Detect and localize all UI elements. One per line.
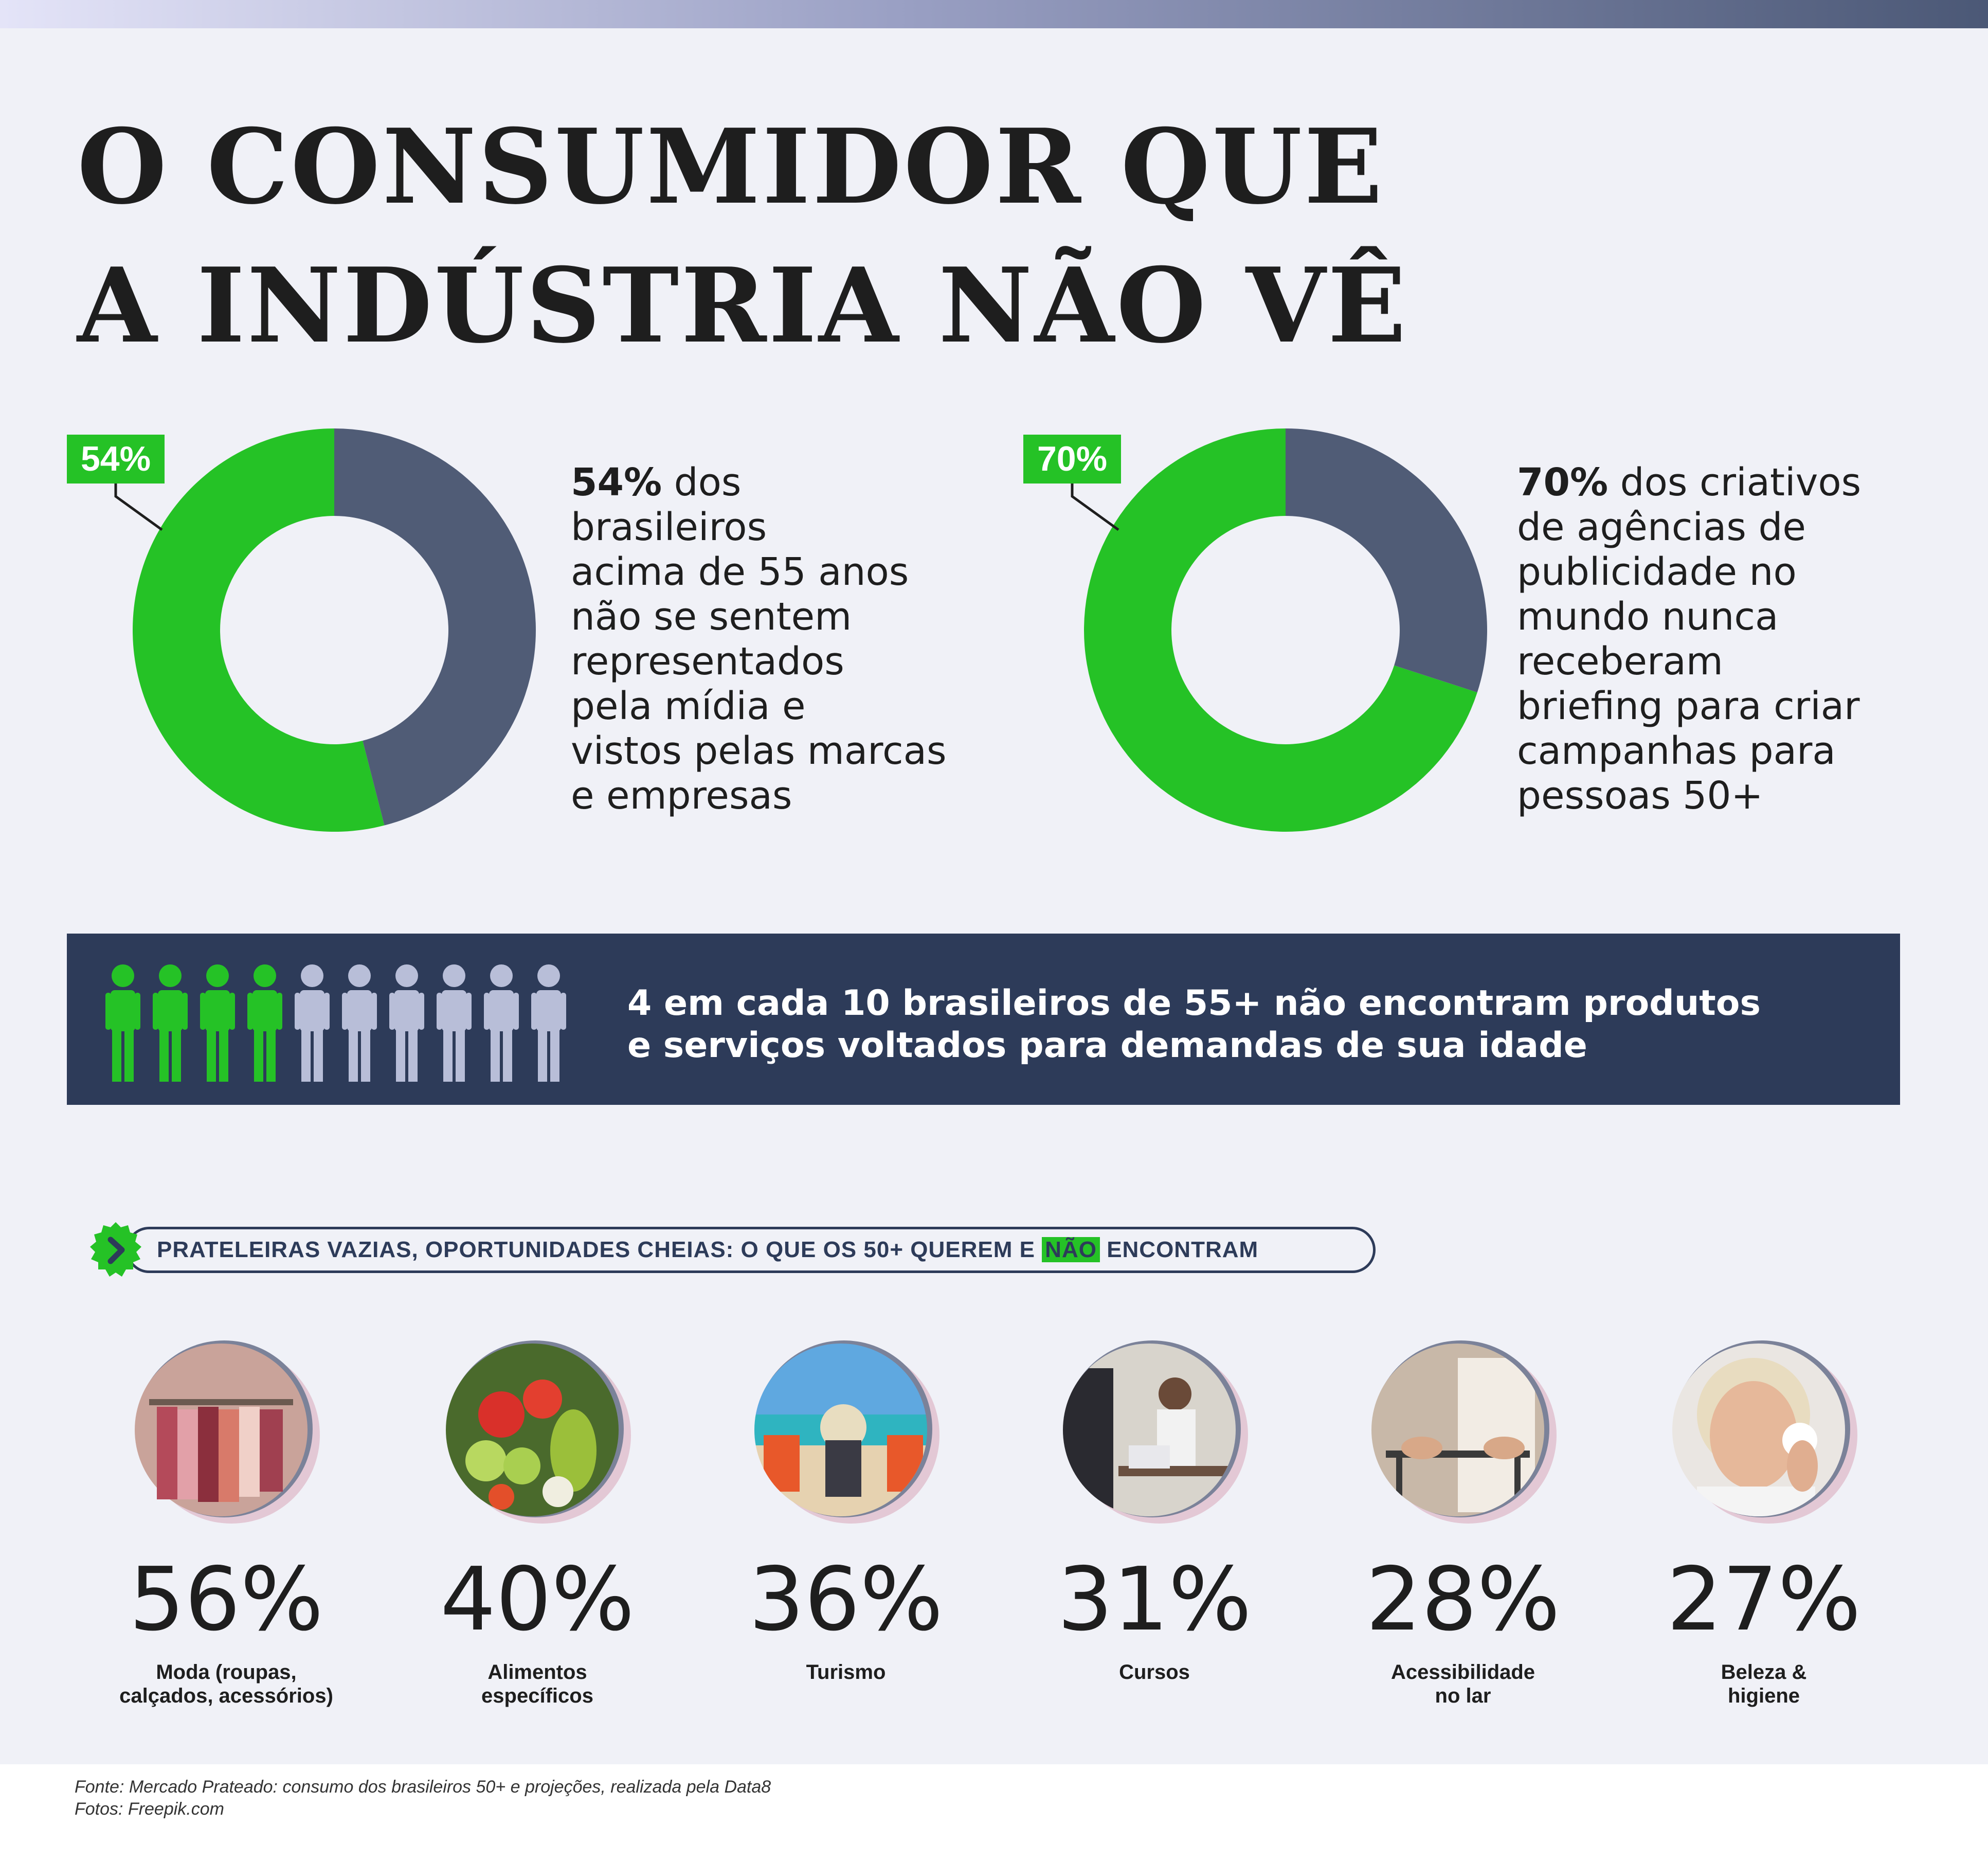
stat-line: campanhas para <box>1517 729 1836 773</box>
category-label: Acessibilidade no lar <box>1390 1661 1535 1707</box>
clothes-rack-photo <box>135 1340 320 1524</box>
stat-line: receberam <box>1517 639 1723 684</box>
category-label: Beleza & higiene <box>1721 1661 1807 1707</box>
donut-chart-54 <box>132 428 536 832</box>
stat-line: dos <box>674 460 742 505</box>
section-text-after: ENCONTRAM <box>1107 1237 1259 1262</box>
stat-line: e empresas <box>571 774 792 818</box>
banner-text: 4 em cada 10 brasileiros de 55+ não enco… <box>627 982 1761 1067</box>
stat-line: mundo nunca <box>1517 595 1779 639</box>
source-note: Fonte: Mercado Prateado: consumo dos bra… <box>75 1777 771 1797</box>
footer: Fonte: Mercado Prateado: consumo dos bra… <box>0 1764 1988 1862</box>
stat-line: não se sentem <box>571 595 852 639</box>
person-icon-highlighted <box>153 964 188 1082</box>
section-highlight: NÃO <box>1042 1237 1100 1262</box>
category-item: 40% Alimentos específicos <box>383 1337 692 1708</box>
donut-slice-slate <box>334 428 536 826</box>
skincare-woman-photo <box>1672 1340 1857 1524</box>
stat-line: dos criativos <box>1620 460 1862 505</box>
beach-chairs-photo <box>754 1340 939 1524</box>
section-header-text: PRATELEIRAS VAZIAS, OPORTUNIDADES CHEIAS… <box>157 1229 1258 1270</box>
person-icon <box>295 964 330 1082</box>
donut-chart-70 <box>1084 428 1487 832</box>
walker-photo <box>1371 1340 1557 1524</box>
person-icon <box>484 964 519 1082</box>
photo-credit: Fotos: Freepik.com <box>75 1799 224 1819</box>
percent-tag-70: 70% <box>1023 435 1121 484</box>
stat-line: de agências de <box>1517 505 1806 549</box>
section-text-before: PRATELEIRAS VAZIAS, OPORTUNIDADES CHEIAS… <box>157 1237 1035 1262</box>
people-pictogram <box>105 964 566 1082</box>
category-item: 31% Cursos <box>1000 1337 1309 1684</box>
leader-line <box>1071 484 1119 531</box>
stat-text-54: 54% dos brasileiros acima de 55 anos não… <box>571 460 947 818</box>
top-gradient-bar <box>0 0 1988 28</box>
percent-tag-54: 54% <box>67 435 165 484</box>
person-icon-highlighted <box>247 964 282 1082</box>
category-item: 28% Acessibilidade no lar <box>1309 1337 1617 1708</box>
stat-line: briefing para criar <box>1517 684 1860 728</box>
category-percent: 28% <box>1366 1549 1560 1651</box>
person-icon <box>531 964 566 1082</box>
stat-line: vistos pelas marcas <box>571 729 947 773</box>
banner-line-1: 4 em cada 10 brasileiros de 55+ não enco… <box>627 983 1761 1024</box>
person-icon <box>389 964 424 1082</box>
donut-slice-green <box>1084 428 1477 832</box>
person-icon <box>342 964 377 1082</box>
stat-banner: 4 em cada 10 brasileiros de 55+ não enco… <box>67 934 1900 1105</box>
category-item: 36% Turismo <box>692 1337 1000 1684</box>
person-icon <box>437 964 472 1082</box>
leader-line <box>114 484 163 531</box>
title-line-1: O CONSUMIDOR QUE <box>77 106 1385 227</box>
category-percent: 56% <box>129 1549 323 1651</box>
category-label: Alimentos específicos <box>481 1661 593 1707</box>
banner-line-2: e serviços voltados para demandas de sua… <box>627 1025 1587 1066</box>
category-percent: 31% <box>1057 1549 1252 1651</box>
stat-line: pela mídia e <box>571 684 806 728</box>
category-item: 56% Moda (roupas, calçados, acessórios) <box>72 1337 381 1708</box>
classroom-photo <box>1063 1340 1248 1524</box>
person-icon-highlighted <box>105 964 140 1082</box>
category-label: Moda (roupas, calçados, acessórios) <box>119 1661 333 1707</box>
person-icon-highlighted <box>200 964 235 1082</box>
category-label: Turismo <box>806 1661 886 1684</box>
category-percent: 27% <box>1667 1549 1861 1651</box>
stat-line: pessoas 50+ <box>1517 774 1763 818</box>
category-percent: 40% <box>440 1549 635 1651</box>
stat-line: representados <box>571 639 844 684</box>
stat-line: publicidade no <box>1517 550 1797 594</box>
category-label: Cursos <box>1119 1661 1190 1684</box>
section-header: PRATELEIRAS VAZIAS, OPORTUNIDADES CHEIAS… <box>126 1227 1376 1273</box>
chevron-right-icon <box>90 1222 141 1277</box>
donut-slice-green <box>132 428 385 832</box>
page-title: O CONSUMIDOR QUE A INDÚSTRIA NÃO VÊ <box>77 98 1408 375</box>
category-item: 27% Beleza & higiene <box>1610 1337 1918 1708</box>
stat-line: brasileiros <box>571 505 767 549</box>
stat-text-70: 70% dos criativos de agências de publici… <box>1517 460 1861 818</box>
stat-bold-value: 54% <box>571 460 662 505</box>
vegetables-photo <box>446 1340 631 1524</box>
stat-bold-value: 70% <box>1517 460 1609 505</box>
donut-slice-slate <box>1286 428 1487 693</box>
stat-line: acima de 55 anos <box>571 550 909 594</box>
category-percent: 36% <box>749 1549 943 1651</box>
title-line-2: A INDÚSTRIA NÃO VÊ <box>77 245 1408 366</box>
